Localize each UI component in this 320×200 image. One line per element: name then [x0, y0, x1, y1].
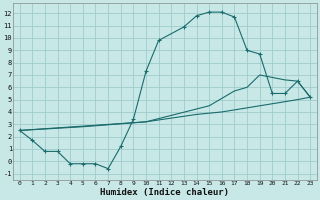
X-axis label: Humidex (Indice chaleur): Humidex (Indice chaleur)	[100, 188, 229, 197]
